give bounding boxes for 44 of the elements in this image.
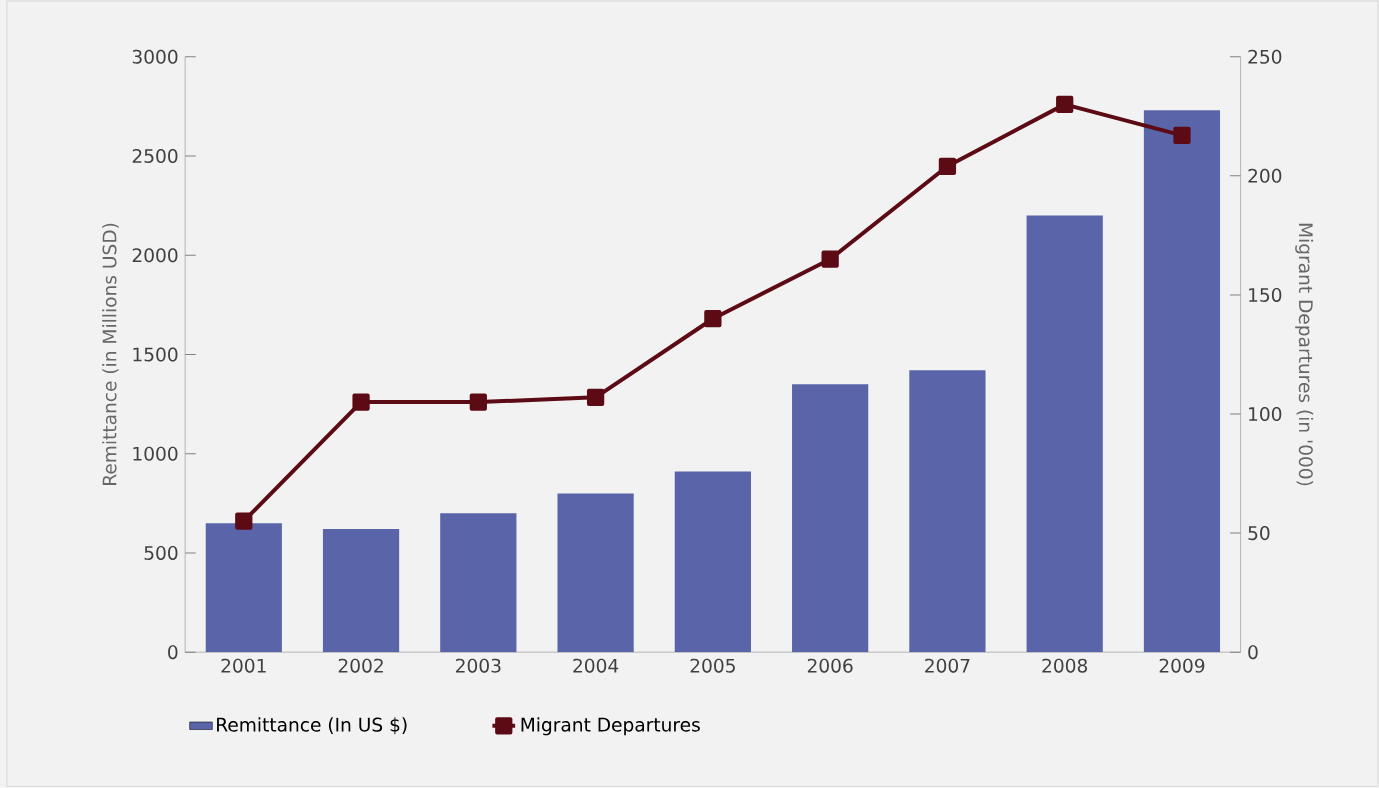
x-tick-label: 2009	[1159, 658, 1205, 673]
y-tick-label: 0	[168, 645, 178, 660]
x-tick-label: 2003	[456, 658, 501, 673]
y2-tick-label: 200	[1248, 168, 1282, 184]
y2-tick-label: 50	[1248, 526, 1270, 541]
y2-tick-label: 0	[1248, 645, 1258, 660]
bar	[674, 471, 751, 653]
bar	[792, 384, 869, 653]
x-tick-label: 2002	[338, 658, 383, 673]
bar	[557, 493, 634, 653]
point	[1056, 95, 1074, 114]
bar	[1143, 110, 1221, 653]
legend-label: Remittance (In US $)	[217, 717, 407, 735]
x-tick-label: 2004	[573, 658, 619, 673]
bar	[909, 370, 986, 653]
y-tick-label: 2000	[132, 248, 178, 263]
x-tick-label: 2005	[690, 658, 735, 673]
point	[469, 393, 487, 411]
point	[352, 393, 370, 411]
x-tick-label: 2007	[925, 658, 970, 673]
bar	[322, 529, 400, 653]
x-tick-label: 2001	[221, 658, 266, 673]
legend-label: Migrant Departures	[521, 717, 700, 736]
y-tick-label: 3000	[132, 49, 178, 64]
point	[821, 250, 839, 269]
y2-tick-label: 250	[1248, 49, 1282, 64]
point	[938, 157, 957, 176]
y-tick-label: 2500	[132, 149, 178, 164]
y2-axis-title: Migrant Departures (in '000)	[1295, 224, 1314, 486]
y-tick-label: 1000	[133, 446, 178, 461]
y-tick-label: 1500	[133, 347, 178, 362]
y-axis-title: Remittance (in Millions USD)	[102, 223, 119, 486]
point	[1173, 126, 1191, 145]
y2-tick-label: 100	[1249, 407, 1282, 422]
x-tick-label: 2008	[1042, 658, 1088, 673]
point	[704, 310, 722, 328]
point	[235, 512, 253, 531]
bar	[440, 513, 517, 653]
y-tick-label: 500	[144, 546, 178, 561]
bar	[205, 523, 282, 653]
y2-tick-label: 150	[1249, 288, 1282, 303]
bar	[1026, 215, 1103, 653]
x-tick-label: 2006	[807, 658, 853, 673]
point	[586, 388, 605, 407]
